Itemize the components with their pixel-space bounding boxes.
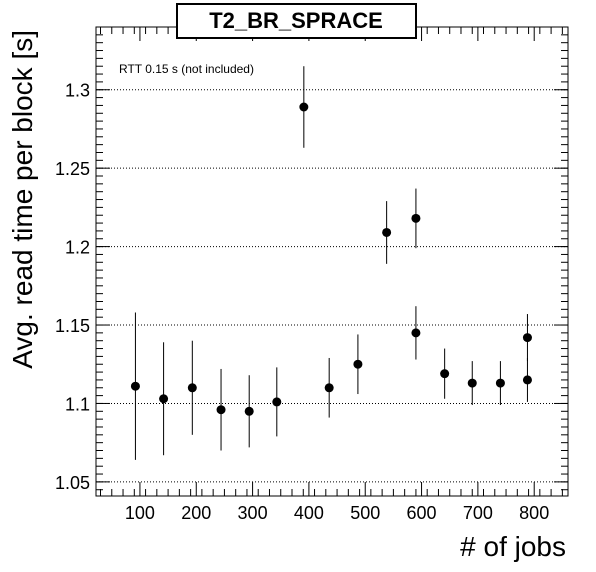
- x-tick-label: 200: [181, 503, 211, 523]
- data-point: [244, 406, 254, 416]
- y-tick-label: 1.2: [65, 238, 90, 258]
- data-point: [382, 227, 392, 237]
- data-point: [130, 381, 140, 391]
- data-point: [467, 378, 477, 388]
- data-point: [411, 328, 421, 338]
- y-tick-label: 1.05: [55, 473, 90, 493]
- data-point: [495, 378, 505, 388]
- x-axis-label: # of jobs: [460, 531, 566, 562]
- annotation-text: RTT 0.15 s (not included): [119, 62, 254, 76]
- y-tick-label: 1.3: [65, 81, 90, 101]
- y-axis-label: Avg. read time per block [s]: [7, 30, 38, 369]
- y-gridlines: [96, 89, 568, 483]
- data-point: [272, 397, 282, 407]
- x-tick-label: 500: [350, 503, 380, 523]
- data-point: [216, 405, 226, 415]
- x-tick-label: 700: [463, 503, 493, 523]
- x-tick-label: 100: [125, 503, 155, 523]
- data-points: [130, 66, 532, 460]
- title-box: [176, 3, 417, 39]
- data-point: [187, 383, 197, 393]
- chart-title: T2_BR_SPRACE: [209, 8, 383, 33]
- data-point: [299, 102, 309, 112]
- data-point: [440, 369, 450, 379]
- data-point: [159, 394, 169, 404]
- y-tick-label: 1.25: [55, 159, 90, 179]
- data-point: [522, 333, 532, 343]
- data-point: [411, 213, 421, 223]
- data-point: [522, 375, 532, 385]
- y-tick-label: 1.1: [65, 394, 90, 414]
- data-point: [324, 383, 334, 393]
- tick-labels: 1.05 1.1 1.15 1.2 1.25 1.3 100 200 300 400 500 600 7…: [55, 81, 549, 523]
- x-tick-label: 400: [294, 503, 324, 523]
- y-tick-label: 1.15: [55, 316, 90, 336]
- x-tick-label: 800: [519, 503, 549, 523]
- data-point: [353, 359, 363, 369]
- x-tick-label: 600: [407, 503, 437, 523]
- x-tick-label: 300: [238, 503, 268, 523]
